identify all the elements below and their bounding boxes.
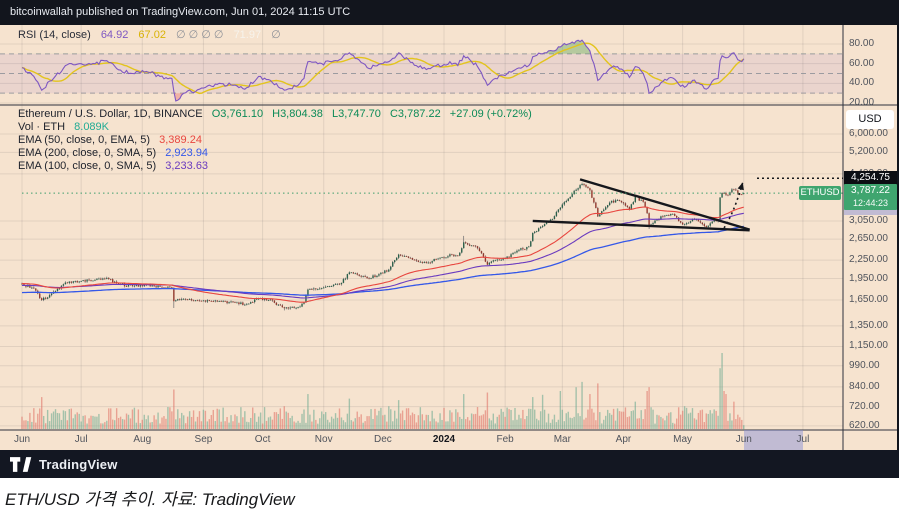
ema200-line	[21, 225, 744, 296]
grid-layer	[0, 25, 843, 430]
rsi-hidden-value-last: ∅	[271, 29, 281, 41]
target-price-label: 4,254.75	[844, 171, 897, 186]
rsi-tick-label: 20.00	[849, 96, 875, 108]
volume-row: Vol · ETH 8.089K	[18, 121, 538, 134]
price-tick-label: 620.00	[849, 419, 880, 431]
current-price-label: 3,787.22 12:44:23	[844, 184, 897, 211]
time-axis-highlight-band	[744, 430, 803, 450]
rsi-tick-label: 80.00	[849, 38, 875, 49]
time-tick-label: Jul	[796, 434, 810, 445]
price-tick-label: 2,650.00	[849, 233, 888, 245]
rsi-value: 64.92	[100, 29, 129, 41]
change-value: +27.09 (+0.72%)	[449, 108, 532, 120]
time-tick-label: May	[673, 434, 693, 445]
tradingview-brand-text[interactable]: TradingView	[39, 456, 118, 472]
time-tick-label: Oct	[254, 434, 271, 445]
ema50-line	[22, 206, 744, 303]
rsi-legend-title: RSI (14, close)	[18, 29, 91, 41]
time-tick-label: Feb	[496, 434, 514, 445]
ema100-row: EMA (100, close, 0, SMA, 5) 3,233.63	[18, 160, 538, 173]
breakout-arrow	[723, 182, 744, 229]
ema50-value: 3,389.24	[159, 134, 202, 146]
price-tick-label: 1,150.00	[849, 340, 888, 352]
time-tick-label: Mar	[553, 434, 571, 445]
price-tick-label: 5,200.00	[849, 146, 888, 158]
ema100-value: 3,233.63	[165, 160, 209, 172]
symbol-legend: Ethereum / U.S. Dollar, 1D, BINANCE O3,7…	[18, 108, 538, 173]
trendline-1	[532, 219, 750, 232]
rsi-tick-label: 60.00	[849, 57, 875, 69]
time-tick-label: Jun	[13, 434, 31, 445]
price-tick-label: 6,000.00	[849, 128, 888, 139]
low-value: L3,747.70	[331, 108, 381, 120]
current-price-value: 3,787.22	[851, 185, 890, 197]
ema100-line	[22, 212, 744, 299]
trendline-2	[579, 178, 751, 231]
time-tick-label: Jul	[74, 434, 88, 445]
open-value: O3,761.10	[211, 108, 264, 120]
ema50-label: EMA (50, close, 0, EMA, 5)	[18, 134, 151, 146]
rsi-legend: RSI (14, close) 64.92 67.02 ∅ ∅ ∅ ∅ 71.9…	[18, 28, 288, 41]
breakout-arrowhead	[737, 182, 744, 191]
tradingview-logo-icon	[10, 456, 32, 472]
symbol-title: Ethereum / U.S. Dollar, 1D, BINANCE	[18, 108, 203, 120]
ema50-row: EMA (50, close, 0, EMA, 5) 3,389.24	[18, 134, 538, 147]
symbol-ohlc-row: Ethereum / U.S. Dollar, 1D, BINANCE O3,7…	[18, 108, 538, 121]
price-tick-label: 1,650.00	[849, 294, 888, 306]
price-tick-label: 1,950.00	[849, 272, 888, 284]
high-value: H3,804.38	[272, 108, 323, 120]
time-tick-label: Apr	[615, 434, 632, 445]
price-tick-label: 720.00	[849, 400, 880, 412]
rsi-tick-label: 40.00	[849, 77, 875, 89]
ema100-label: EMA (100, close, 0, SMA, 5)	[18, 160, 157, 172]
ema200-value: 2,923.94	[165, 147, 209, 159]
price-tick-label: 3,050.00	[849, 215, 888, 226]
caption-text: ETH/USD 가격 추이. 자료: TradingView	[5, 489, 295, 509]
caption: ETH/USD 가격 추이. 자료: TradingView	[0, 478, 899, 516]
currency-unit-button[interactable]: USD	[846, 110, 894, 129]
price-tick-label: 1,350.00	[849, 319, 888, 331]
attribution-text: bitcoinwallah published on TradingView.c…	[10, 6, 351, 18]
bar-countdown: 12:44:23	[852, 198, 889, 209]
time-tick-label: Dec	[373, 434, 392, 445]
volume-layer	[21, 353, 745, 429]
ema200-label: EMA (200, close, 0, SMA, 5)	[18, 147, 157, 159]
ema200-row: EMA (200, close, 0, SMA, 5) 2,923.94	[18, 147, 538, 160]
price-tick-label: 840.00	[849, 380, 880, 392]
time-tick-label: Jun	[735, 434, 752, 445]
close-value: C3,787.22	[389, 108, 441, 120]
time-tick-label: 2024	[432, 434, 456, 445]
footer-bar: TradingView	[0, 450, 899, 478]
price-chart-svg[interactable]	[0, 25, 897, 450]
time-tick-label: Sep	[194, 434, 213, 445]
price-tick-label: 2,250.00	[849, 254, 888, 266]
time-tick-label: Nov	[314, 434, 333, 445]
volume-label: Vol · ETH	[18, 121, 66, 133]
rsi-band-value: 71.97	[233, 29, 262, 41]
chart-area[interactable]: RSI (14, close) 64.92 67.02 ∅ ∅ ∅ ∅ 71.9…	[0, 25, 897, 450]
rsi-line	[21, 39, 745, 102]
symbol-tag: ETHUSD	[799, 186, 841, 201]
volume-value: 8.089K	[74, 121, 110, 133]
price-tick-label: 990.00	[849, 359, 880, 371]
attribution-bar: bitcoinwallah published on TradingView.c…	[0, 0, 899, 25]
rsi-ma-value: 67.02	[138, 29, 166, 41]
time-tick-label: Aug	[133, 434, 152, 445]
rsi-hidden-values: ∅ ∅ ∅ ∅	[176, 29, 224, 41]
